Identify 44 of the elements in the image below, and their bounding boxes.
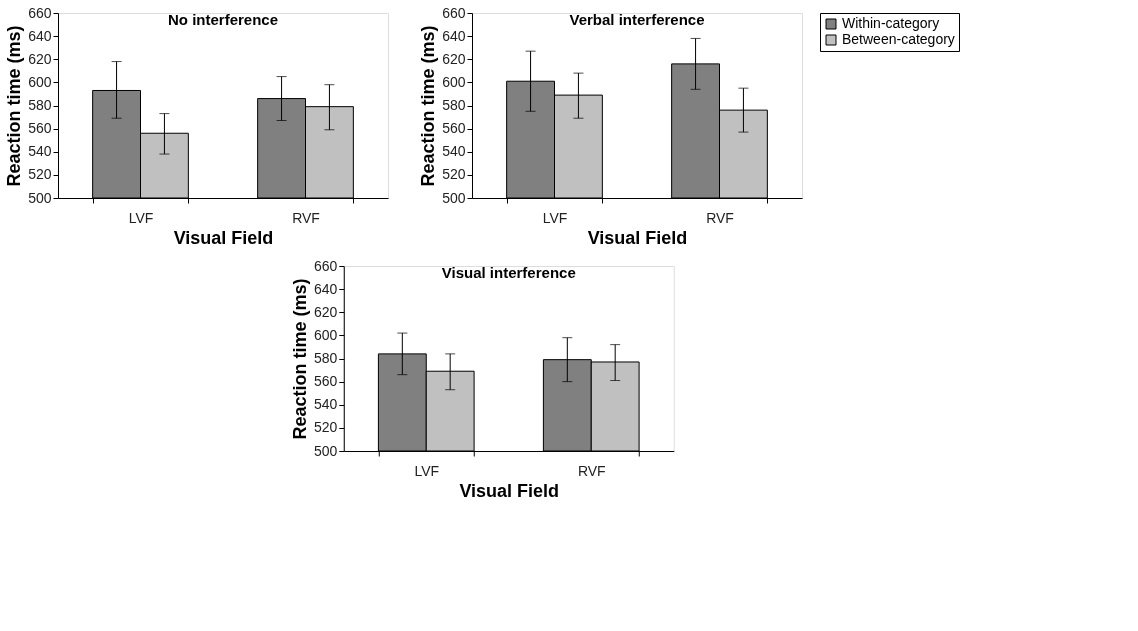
y-axis-title: Reaction time (ms) <box>289 278 310 440</box>
y-tick-label: 660 <box>28 4 52 21</box>
chart-title: Verbal interference <box>569 11 705 28</box>
x-tick-label: RVF <box>292 209 320 226</box>
chart-title: No interference <box>167 11 279 28</box>
x-axis-title: Visual Field <box>173 227 274 248</box>
y-tick-label: 640 <box>442 27 466 44</box>
y-tick-label: 620 <box>313 303 338 320</box>
y-tick-label: 580 <box>442 97 466 113</box>
y-tick-label: 560 <box>442 120 466 137</box>
y-tick-label: 500 <box>313 442 338 459</box>
x-tick-label: RVF <box>706 209 734 226</box>
y-tick-label: 540 <box>313 396 338 413</box>
y-tick-label: 560 <box>28 120 52 137</box>
y-tick-label: 600 <box>442 73 466 90</box>
legend-label: Within-category <box>842 15 940 31</box>
x-tick-label: LVF <box>542 209 568 226</box>
x-tick-label: LVF <box>128 209 154 226</box>
x-axis-title: Visual Field <box>459 480 560 501</box>
y-tick-label: 560 <box>313 373 338 390</box>
y-tick-label: 600 <box>313 326 338 343</box>
y-tick-label: 620 <box>28 50 52 67</box>
y-tick-label: 660 <box>442 4 466 21</box>
y-tick-label: 500 <box>442 189 466 206</box>
x-axis-title: Visual Field <box>587 227 688 248</box>
chart-title: Visual interference <box>441 264 576 281</box>
y-axis-title: Reaction time (ms) <box>4 25 25 187</box>
y-tick-label: 640 <box>313 280 338 297</box>
y-tick-label: 540 <box>442 143 466 160</box>
y-tick-label: 580 <box>28 97 52 113</box>
y-tick-label: 660 <box>313 257 338 274</box>
y-tick-label: 580 <box>313 350 338 366</box>
y-tick-label: 520 <box>28 166 52 183</box>
y-axis-title: Reaction time (ms) <box>418 25 439 187</box>
y-tick-label: 520 <box>313 419 338 436</box>
x-tick-label: RVF <box>577 462 606 479</box>
y-tick-label: 600 <box>28 73 52 90</box>
y-tick-label: 540 <box>28 143 52 160</box>
x-tick-label: LVF <box>414 462 440 479</box>
y-tick-label: 520 <box>442 166 466 183</box>
y-tick-label: 500 <box>28 189 52 206</box>
legend-label: Between-category <box>842 31 955 47</box>
y-tick-label: 640 <box>28 27 52 44</box>
y-tick-label: 620 <box>442 50 466 67</box>
